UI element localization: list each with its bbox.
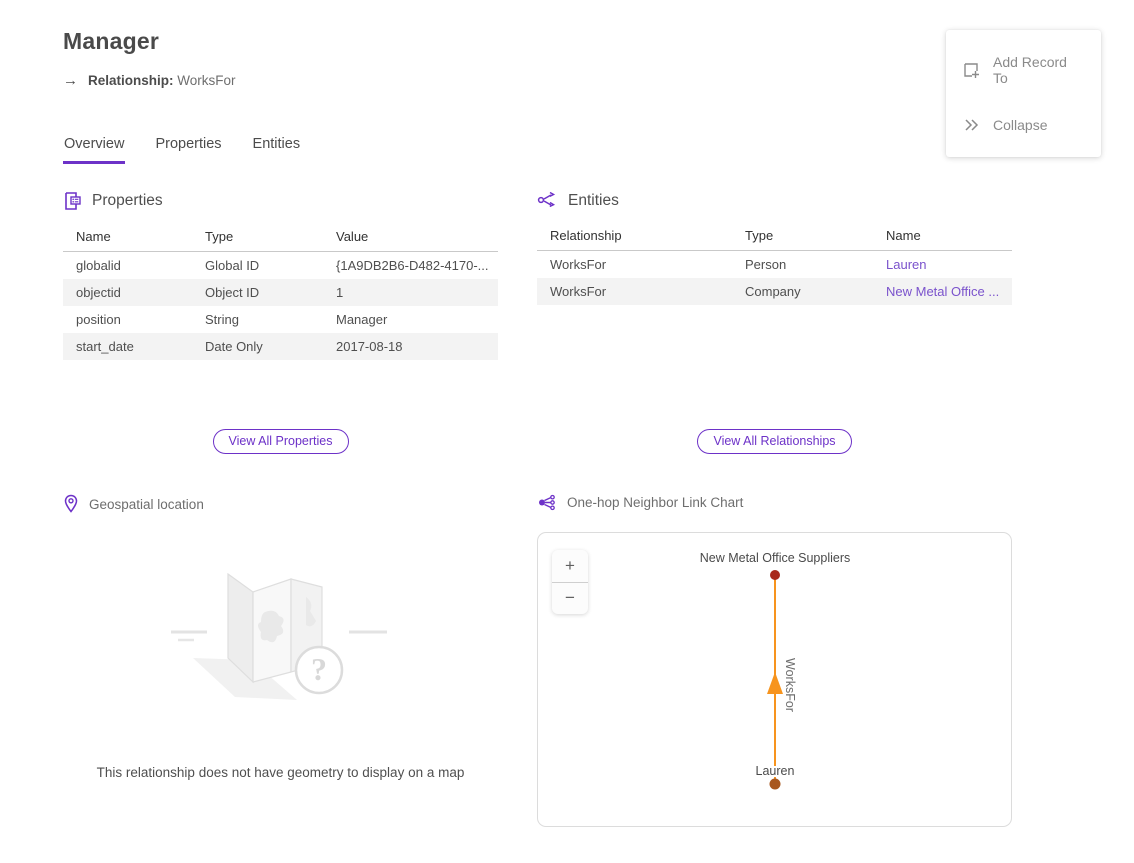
table-row: start_date Date Only 2017-08-18 bbox=[63, 333, 498, 360]
cell-name: New Metal Office ... bbox=[873, 278, 1012, 305]
entities-icon bbox=[537, 191, 556, 208]
properties-section: Properties Name Type Value globalid Glob… bbox=[63, 191, 498, 454]
menu-item-collapse[interactable]: Collapse bbox=[946, 108, 1101, 142]
node-person[interactable] bbox=[769, 778, 781, 790]
node-label-company: New Metal Office Suppliers bbox=[700, 551, 851, 565]
cell-type: Date Only bbox=[205, 339, 263, 354]
properties-icon bbox=[65, 192, 81, 210]
context-menu: Add Record To Collapse bbox=[946, 30, 1101, 157]
entities-section: Entities Relationship Type Name WorksFor… bbox=[537, 191, 1012, 454]
entity-link-lauren[interactable]: Lauren bbox=[886, 257, 927, 272]
view-all-relationships-button[interactable]: View All Relationships bbox=[697, 429, 852, 454]
tab-overview[interactable]: Overview bbox=[63, 132, 126, 164]
cell-name: start_date bbox=[76, 339, 134, 354]
menu-item-label: Add Record To bbox=[993, 54, 1067, 86]
geospatial-section: Geospatial location ? This relatio bbox=[63, 494, 498, 827]
entities-table: Relationship Type Name WorksFor Person L… bbox=[537, 223, 1012, 305]
overview-top-row: Properties Name Type Value globalid Glob… bbox=[63, 191, 1134, 454]
edge-direction-arrow bbox=[767, 672, 783, 694]
add-record-icon bbox=[964, 62, 979, 78]
link-chart-graph: WorksFor New Metal Office Suppliers Laur… bbox=[700, 551, 851, 790]
properties-section-header: Properties bbox=[63, 191, 498, 211]
edge-label: WorksFor bbox=[783, 658, 797, 712]
column-header: Name bbox=[873, 223, 1012, 251]
map-placeholder: ? bbox=[63, 542, 498, 747]
column-header: Value bbox=[323, 224, 498, 252]
cell-name: position bbox=[76, 312, 121, 327]
cell-type: Global ID bbox=[205, 258, 260, 273]
svg-text:?: ? bbox=[311, 651, 327, 687]
relationship-arrow-icon: → bbox=[63, 72, 78, 89]
subtitle-label: Relationship: bbox=[88, 73, 174, 88]
cell-relationship: WorksFor bbox=[550, 284, 607, 299]
table-row: WorksFor Company New Metal Office ... bbox=[537, 278, 1012, 305]
link-chart-canvas[interactable]: WorksFor New Metal Office Suppliers Laur… bbox=[537, 532, 1012, 827]
entities-section-title: Entities bbox=[568, 191, 619, 209]
properties-button-row: View All Properties bbox=[63, 429, 498, 454]
link-chart-section-header: One-hop Neighbor Link Chart bbox=[537, 494, 1012, 511]
node-label-person: Lauren bbox=[756, 764, 795, 778]
cell-value: 2017-08-18 bbox=[336, 339, 403, 354]
cell-name: Lauren bbox=[873, 251, 1012, 279]
cell-type: Company bbox=[745, 284, 801, 299]
column-header: Name bbox=[63, 224, 192, 252]
link-chart-icon bbox=[539, 494, 555, 511]
collapse-icon bbox=[965, 119, 979, 131]
page-title: Manager bbox=[63, 28, 159, 54]
cell-type: Person bbox=[745, 257, 787, 272]
geospatial-section-header: Geospatial location bbox=[63, 494, 498, 514]
table-row: globalid Global ID {1A9DB2B6-D482-4170-.… bbox=[63, 252, 498, 280]
geospatial-section-title: Geospatial location bbox=[89, 496, 204, 512]
cell-name: globalid bbox=[76, 258, 121, 273]
map-pin-icon bbox=[64, 494, 78, 513]
cell-value: {1A9DB2B6-D482-4170-... bbox=[336, 258, 489, 273]
cell-value: Manager bbox=[336, 312, 388, 327]
no-geometry-message: This relationship does not have geometry… bbox=[96, 765, 465, 780]
cell-type: String bbox=[205, 312, 239, 327]
cell-name: objectid bbox=[76, 285, 121, 300]
view-all-properties-button[interactable]: View All Properties bbox=[212, 429, 349, 454]
table-row: objectid Object ID 1 bbox=[63, 279, 498, 306]
entities-button-row: View All Relationships bbox=[537, 429, 1012, 454]
column-header: Relationship bbox=[537, 223, 732, 251]
menu-item-label: Collapse bbox=[993, 117, 1048, 133]
cell-relationship: WorksFor bbox=[550, 257, 607, 272]
tab-properties[interactable]: Properties bbox=[155, 136, 222, 152]
table-row: position String Manager bbox=[63, 306, 498, 333]
tab-bar: Overview Properties Entities bbox=[63, 132, 1134, 165]
empty-map-illustration: ? bbox=[170, 572, 387, 700]
entities-section-header: Entities bbox=[537, 191, 1012, 210]
subtitle-value: WorksFor bbox=[177, 73, 236, 88]
entity-link-company[interactable]: New Metal Office ... bbox=[886, 284, 1000, 299]
column-header: Type bbox=[192, 224, 323, 252]
subtitle-text: Relationship: WorksFor bbox=[88, 73, 236, 88]
overview-bottom-row: Geospatial location ? This relatio bbox=[63, 494, 1134, 827]
column-header: Type bbox=[732, 223, 873, 251]
table-header-row: Name Type Value bbox=[63, 224, 498, 252]
menu-item-add-record-to[interactable]: Add Record To bbox=[946, 45, 1101, 95]
properties-section-title: Properties bbox=[92, 192, 163, 209]
breadcrumb: → Relationship: WorksFor bbox=[63, 72, 1134, 89]
table-header-row: Relationship Type Name bbox=[537, 223, 1012, 251]
tab-entities[interactable]: Entities bbox=[252, 136, 301, 152]
cell-value: 1 bbox=[336, 285, 344, 300]
link-chart-section-title: One-hop Neighbor Link Chart bbox=[567, 495, 744, 510]
node-company[interactable] bbox=[770, 570, 780, 580]
link-chart-section: One-hop Neighbor Link Chart WorksFor New… bbox=[537, 494, 1012, 827]
zoom-control: + − bbox=[552, 550, 588, 614]
zoom-out-button[interactable]: − bbox=[552, 583, 588, 615]
properties-table: Name Type Value globalid Global ID {1A9D… bbox=[63, 224, 498, 360]
zoom-in-button[interactable]: + bbox=[552, 550, 588, 583]
cell-type: Object ID bbox=[205, 285, 260, 300]
table-row: WorksFor Person Lauren bbox=[537, 251, 1012, 279]
